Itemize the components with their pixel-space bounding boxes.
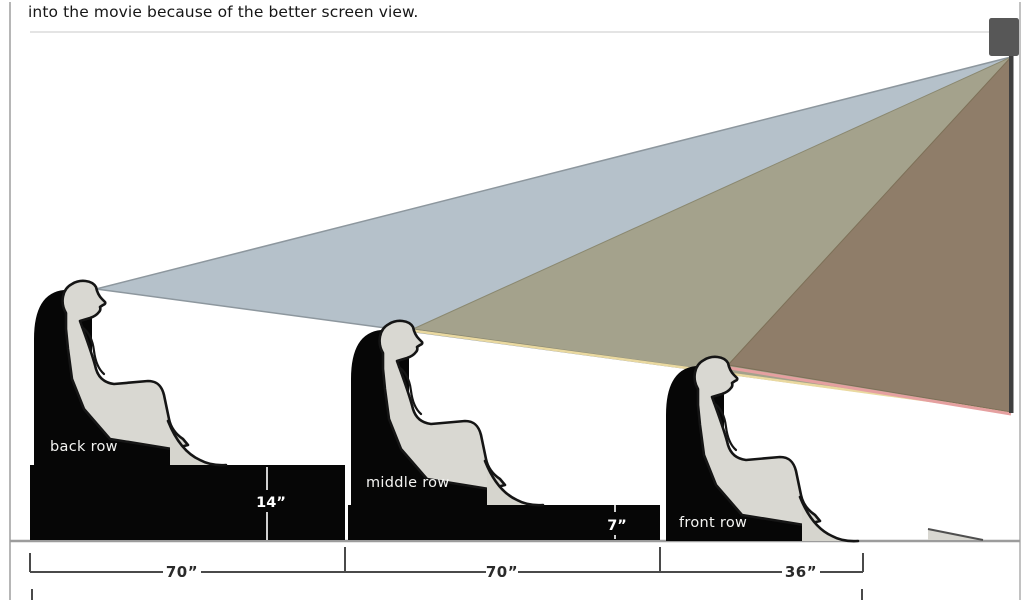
screen-housing xyxy=(989,18,1019,56)
front-row-label: front row xyxy=(679,515,747,531)
back-riser-height-label: 14” xyxy=(256,495,286,511)
back-row-seat xyxy=(32,279,228,467)
dimension-label-back-span: 70” xyxy=(166,563,198,581)
floor-wedge-edge xyxy=(927,528,984,541)
middle-row-riser xyxy=(348,505,660,540)
projection-screen xyxy=(1009,55,1014,413)
back-row-label: back row xyxy=(50,439,118,455)
middle-riser-height-label: 7” xyxy=(607,518,627,534)
back-riser-height-callout: 14” xyxy=(256,467,286,540)
caption-text: into the movie because of the better scr… xyxy=(28,3,419,21)
front-cone-bottom-edge-highlight xyxy=(729,366,1012,416)
middle-riser-height-callout: 7” xyxy=(607,505,627,540)
back-row-riser xyxy=(30,465,345,540)
floor-dimension-line xyxy=(29,547,864,600)
dimension-label-front-span: 36” xyxy=(785,563,817,581)
middle-row-label: middle row xyxy=(366,475,450,491)
dimension-label-middle-span: 70” xyxy=(486,563,518,581)
